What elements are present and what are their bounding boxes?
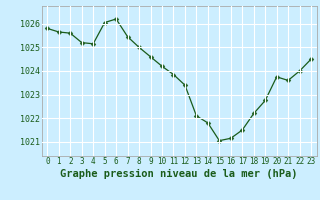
X-axis label: Graphe pression niveau de la mer (hPa): Graphe pression niveau de la mer (hPa) [60,169,298,179]
